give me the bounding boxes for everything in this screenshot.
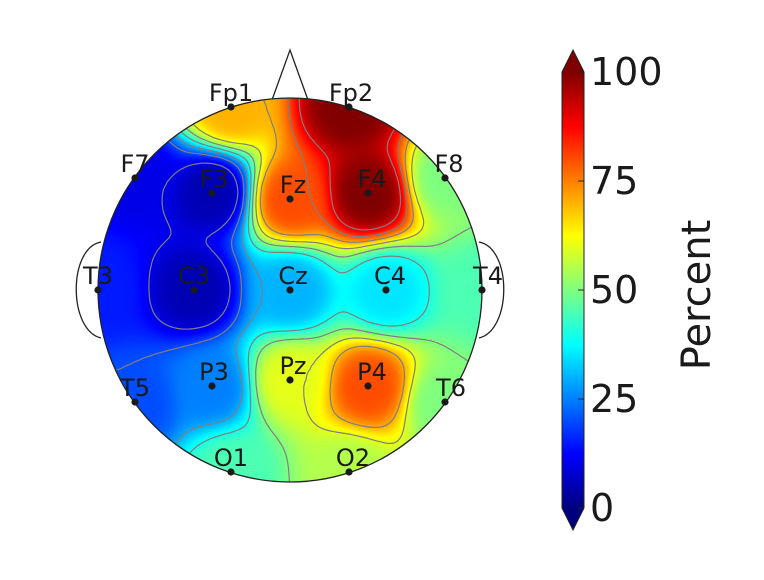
electrode-dot-c3 (190, 286, 198, 294)
electrode-label-p3: P3 (199, 358, 229, 386)
electrode-dot-f4 (364, 189, 372, 197)
electrode-label-f7: F7 (120, 150, 149, 178)
electrode-dot-f8 (441, 174, 449, 182)
electrode-label-f4: F4 (357, 165, 386, 193)
colorbar-tick-label: 75 (590, 159, 638, 203)
electrode-dot-o2 (345, 468, 353, 476)
electrode-label-c4: C4 (374, 262, 406, 290)
electrode-label-t5: T5 (119, 374, 150, 402)
electrode-label-pz: Pz (279, 352, 306, 380)
electrodes: Fp1 Fp2 F7 F3 Fz F4 F8 T3 C3 Cz C4 T4 T5 P3 Pz P4 T6 O1 O2 (82, 79, 503, 476)
contour-line (148, 162, 239, 330)
electrode-dot-p4 (364, 382, 372, 390)
right-ear-outline (478, 241, 505, 339)
colorbar-tick-label: 50 (590, 268, 638, 312)
electrode-dot-fp2 (345, 103, 353, 111)
electrode-label-cz: Cz (278, 262, 307, 290)
colorbar-tick-label: 0 (590, 486, 614, 530)
electrode-label-o2: O2 (336, 444, 370, 472)
nose-outline (271, 48, 309, 101)
electrode-dot-t6 (441, 398, 449, 406)
electrode-label-t3: T3 (82, 262, 113, 290)
electrode-dot-p3 (208, 382, 216, 390)
electrode-label-c3: C3 (178, 262, 210, 290)
electrode-label-t4: T4 (472, 262, 503, 290)
electrode-dot-pz (286, 376, 294, 384)
electrode-label-fz: Fz (280, 171, 306, 199)
colorbar: 0 25 50 75 100 Percent (561, 48, 720, 532)
colorbar-label: Percent (674, 220, 720, 371)
colorbar-extend-max (562, 50, 584, 72)
electrode-dot-cz (286, 286, 294, 294)
electrode-dot-fp1 (227, 103, 235, 111)
left-ear-outline (75, 241, 102, 339)
electrode-dot-t3 (94, 286, 102, 294)
electrode-label-fp1: Fp1 (209, 79, 253, 107)
electrode-label-p4: P4 (357, 358, 387, 386)
electrode-label-t6: T6 (435, 374, 466, 402)
electrode-dot-f3 (208, 189, 216, 197)
electrode-label-fp2: Fp2 (329, 79, 373, 107)
colorbar-tick-label: 100 (590, 50, 663, 94)
electrode-dot-f7 (131, 174, 139, 182)
colorbar-tick-label: 25 (590, 377, 638, 421)
electrode-label-f8: F8 (434, 150, 463, 178)
colorbar-ticks: 0 25 50 75 100 (578, 50, 663, 530)
colorbar-extend-min (562, 508, 584, 530)
electrode-dot-fz (286, 195, 294, 203)
electrode-label-o1: O1 (214, 444, 248, 472)
electrode-label-f3: F3 (199, 165, 228, 193)
electrode-dot-o1 (227, 468, 235, 476)
electrode-dot-c4 (382, 286, 390, 294)
electrode-dot-t4 (478, 286, 486, 294)
electrode-dot-t5 (131, 398, 139, 406)
